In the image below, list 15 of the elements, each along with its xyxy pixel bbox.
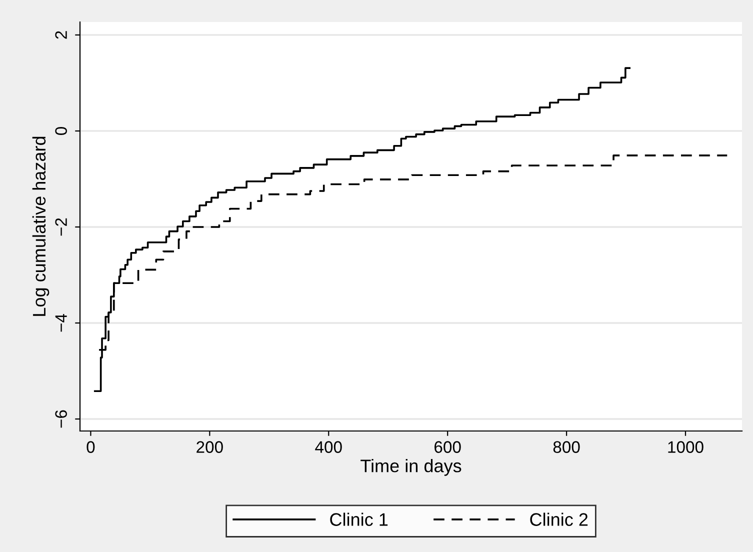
x-tick-label: 0: [86, 441, 95, 453]
y-tick-label: −2: [55, 218, 67, 236]
x-axis-title: Time in days: [360, 459, 462, 476]
legend-label: Clinic 1: [330, 512, 388, 526]
y-tick-label: 2: [55, 31, 67, 39]
x-tick-label: 600: [434, 441, 461, 453]
x-tick-label: 200: [196, 441, 223, 453]
y-axis-title: Log cumulative hazard: [32, 136, 50, 316]
x-tick-label: 1000: [668, 441, 704, 453]
y-tick-label: −4: [55, 314, 67, 332]
legend-label: Clinic 2: [530, 512, 588, 526]
y-tick-label: −6: [55, 410, 67, 428]
x-tick-label: 800: [553, 441, 580, 453]
x-tick-label: 400: [315, 441, 342, 453]
y-tick-label: 0: [55, 126, 67, 135]
